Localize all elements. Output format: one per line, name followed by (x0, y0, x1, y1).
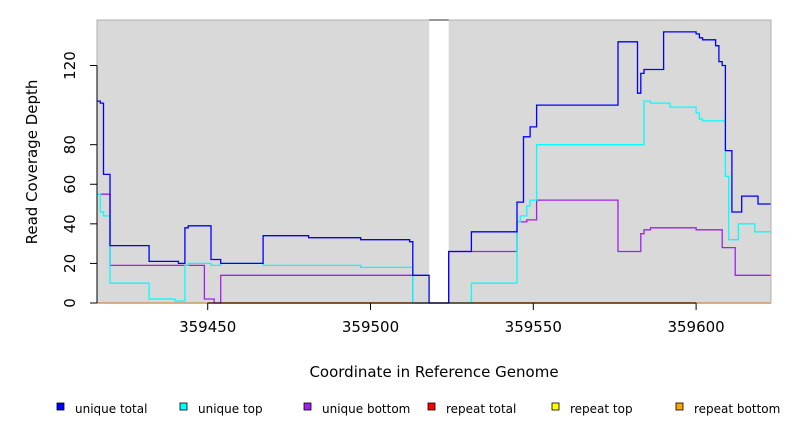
x-tick-label: 359550 (505, 318, 562, 336)
x-axis: 359450 359500 359550 359600 (179, 302, 725, 336)
legend-label: unique top (198, 402, 263, 416)
y-tick-label: 60 (61, 175, 79, 194)
legend-label: repeat top (570, 402, 633, 416)
y-axis: 0 20 40 60 80 120 (61, 51, 98, 308)
x-tick-label: 359600 (667, 318, 724, 336)
y-tick-label: 20 (61, 254, 79, 273)
legend-swatch (303, 402, 312, 411)
series-line-unique-total (97, 31, 771, 304)
legend-label: unique bottom (322, 402, 410, 416)
legend-swatch (551, 402, 560, 411)
y-tick-label: 40 (61, 214, 79, 233)
legend-swatch (56, 402, 65, 411)
legend-swatch (179, 402, 188, 411)
x-tick-label: 359500 (342, 318, 399, 336)
y-tick-label: 120 (61, 51, 79, 80)
legend-swatch (675, 402, 684, 411)
x-tick-label: 359450 (179, 318, 236, 336)
legend: unique total unique top unique bottom repea… (56, 402, 780, 416)
x-axis-title: Coordinate in Reference Genome (309, 363, 558, 381)
legend-item: unique bottom (303, 402, 410, 416)
legend-label: repeat bottom (694, 402, 780, 416)
gap-region (429, 20, 449, 303)
legend-item: repeat top (551, 402, 633, 416)
legend-item: repeat total (427, 402, 516, 416)
y-tick-label: 0 (61, 298, 79, 308)
legend-label: unique total (75, 402, 147, 416)
legend-item: unique total (56, 402, 147, 416)
y-axis-title: Read Coverage Depth (23, 80, 41, 245)
legend-swatch (427, 402, 436, 411)
legend-item: repeat bottom (675, 402, 780, 416)
legend-label: repeat total (446, 402, 516, 416)
legend-item: unique top (179, 402, 263, 416)
series-line-unique-bottom (97, 193, 771, 304)
y-tick-label: 80 (61, 135, 79, 154)
